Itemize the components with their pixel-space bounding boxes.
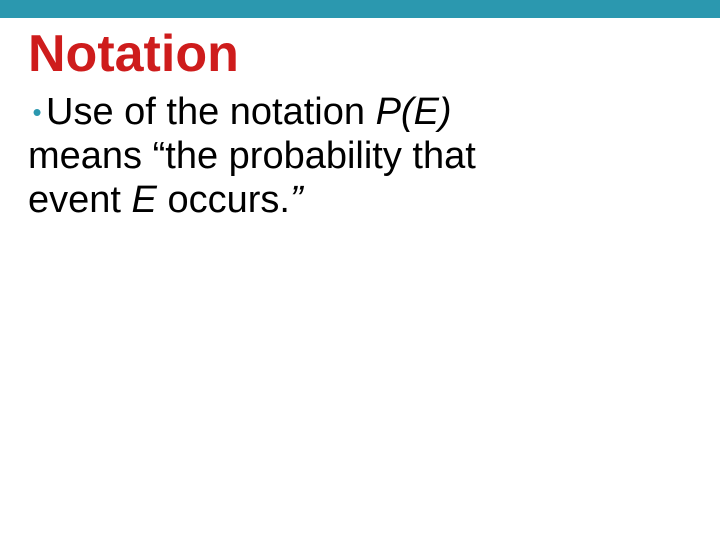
- body-run-5: occurs.: [157, 179, 290, 221]
- body-run-italic-pe: P(E): [376, 91, 452, 133]
- body-paragraph: •Use of the notation P(E) means “the pro…: [28, 90, 568, 222]
- slide-title: Notation: [28, 24, 239, 84]
- slide: Notation •Use of the notation P(E) means…: [0, 0, 720, 540]
- body-run-italic-e: E: [132, 179, 157, 221]
- body-run-1: Use of the notation: [46, 91, 376, 133]
- body-run-closing-quote: ”: [290, 179, 303, 221]
- top-accent-bar: [0, 0, 720, 18]
- bullet-icon: •: [28, 90, 46, 134]
